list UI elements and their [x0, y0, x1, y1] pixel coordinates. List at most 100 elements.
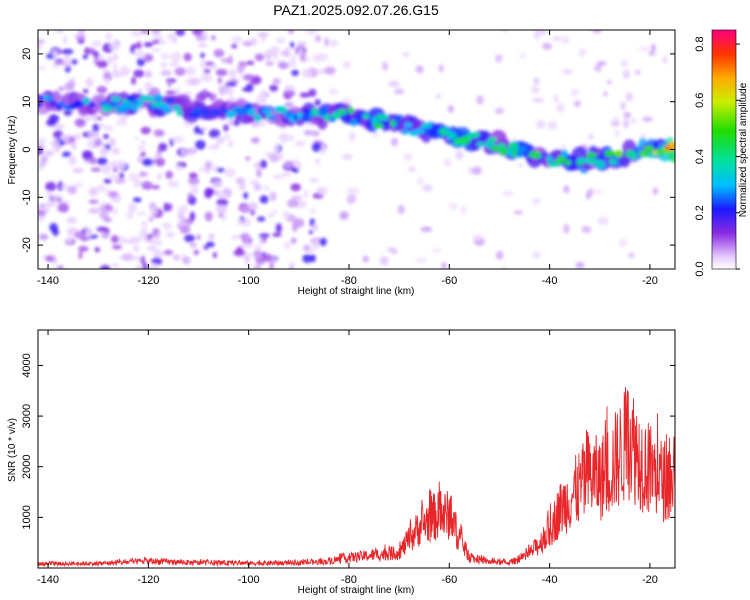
colorbar-tick-label: 0.2	[694, 205, 706, 220]
heatmap-cell	[502, 190, 514, 197]
heatmap-cell	[152, 158, 157, 164]
heatmap-cell	[246, 60, 255, 66]
heatmap-cell	[52, 49, 58, 58]
heatmap-cell	[134, 136, 139, 141]
heatmap-cell	[74, 182, 83, 188]
heatmap-cell	[606, 80, 612, 85]
heatmap-cell	[497, 143, 506, 149]
heatmap-cell	[415, 257, 428, 263]
heatmap-cell	[302, 254, 313, 263]
heatmap-cell	[128, 236, 141, 245]
heatmap-cell	[160, 62, 167, 68]
snr-y-ticks: 1000 2000 3000 4000	[21, 353, 675, 530]
heatmap-cell	[84, 115, 93, 121]
heatmap-cell	[391, 248, 398, 255]
heatmap-cell	[163, 202, 170, 212]
heatmap-cell	[254, 53, 265, 62]
heatmap-cell	[82, 150, 94, 160]
heatmap-cell	[225, 81, 237, 87]
heatmap-cell	[112, 207, 118, 216]
heatmap-cell	[554, 94, 559, 103]
heatmap-cell	[642, 151, 650, 158]
heatmap-cell	[82, 88, 89, 94]
heatmap-cell	[594, 64, 602, 72]
heatmap-cell	[291, 69, 300, 76]
heatmap-cell	[122, 253, 134, 262]
heatmap-cell	[560, 144, 567, 150]
heatmap-cell	[160, 53, 171, 60]
y-tick-label: 20	[21, 48, 33, 60]
heatmap-cell	[200, 52, 205, 59]
heatmap-cell	[311, 142, 322, 152]
heatmap-cell	[292, 222, 298, 233]
heatmap-cell	[188, 172, 198, 179]
heatmap-cell	[142, 262, 148, 269]
heatmap-cell	[138, 171, 149, 177]
heatmap-cell	[420, 226, 433, 232]
heatmap-cell	[545, 156, 554, 162]
heatmap-cell	[362, 255, 369, 263]
heatmap-cell	[130, 44, 135, 54]
heatmap-cell	[233, 249, 246, 257]
y-tick-label: 3000	[21, 404, 33, 428]
heatmap-cell	[240, 242, 253, 249]
heatmap-cell	[192, 108, 203, 115]
heatmap-cell	[422, 184, 433, 192]
heatmap-cell	[250, 137, 260, 144]
colorbar-label: Normalized spectral amplitude	[738, 82, 749, 217]
heatmap-cell	[269, 115, 277, 121]
heatmap-cell	[115, 119, 128, 127]
heatmap-cell	[128, 202, 137, 212]
heatmap-cell	[120, 67, 132, 75]
heatmap-cell	[259, 195, 269, 204]
heatmap-cell	[460, 205, 467, 215]
heatmap-cell	[38, 205, 48, 211]
heatmap-cell	[61, 48, 74, 55]
heatmap-cell	[132, 245, 140, 253]
heatmap-cell	[95, 138, 103, 147]
heatmap-cell	[284, 101, 294, 108]
heatmap-cell	[511, 137, 516, 143]
heatmap-cell	[260, 36, 266, 43]
heatmap-cell	[269, 84, 279, 92]
heatmap-cell	[64, 82, 75, 91]
heatmap-cell	[153, 129, 165, 137]
heatmap-cell	[623, 69, 630, 80]
heatmap-cell	[551, 36, 563, 42]
heatmap-cell	[160, 69, 172, 77]
heatmap-cell	[72, 168, 85, 173]
heatmap-cell	[167, 32, 177, 41]
heatmap-cell	[158, 142, 168, 152]
heatmap-cell	[564, 159, 572, 166]
heatmap-cell	[211, 180, 223, 188]
heatmap-cell	[38, 39, 46, 44]
heatmap-cell	[662, 55, 668, 65]
heatmap-cell	[88, 207, 99, 214]
y-tick-label: 1000	[21, 505, 33, 529]
heatmap-cell	[110, 235, 119, 244]
heatmap-cell	[531, 86, 540, 94]
heatmap-cell	[189, 211, 196, 222]
heatmap-cell	[78, 251, 83, 260]
heatmap-cell	[581, 225, 592, 234]
heatmap-cell	[148, 202, 157, 211]
heatmap-cell	[265, 49, 274, 58]
heatmap-cell	[96, 60, 108, 69]
heatmap-cell	[155, 157, 166, 167]
heatmap-cell	[140, 30, 149, 35]
heatmap-cell	[278, 62, 289, 70]
heatmap-cell	[311, 131, 320, 137]
y-tick-label: -10	[21, 189, 33, 205]
heatmap-cell	[603, 91, 608, 97]
heatmap-cell	[228, 69, 237, 78]
heatmap-cell	[303, 189, 309, 198]
heatmap-cell	[630, 153, 638, 160]
heatmap-cell	[77, 30, 86, 35]
heatmap-cell	[174, 87, 181, 97]
colorbar-tick-label: 0.4	[694, 149, 706, 164]
heatmap-cell	[257, 32, 270, 37]
heatmap-cell	[276, 37, 286, 44]
spectrogram-y-ticks: -20 -10 0 10 20	[21, 48, 675, 253]
heatmap-cell	[96, 226, 109, 232]
snr-y-label: SNR (10 * v/v)	[7, 418, 18, 482]
